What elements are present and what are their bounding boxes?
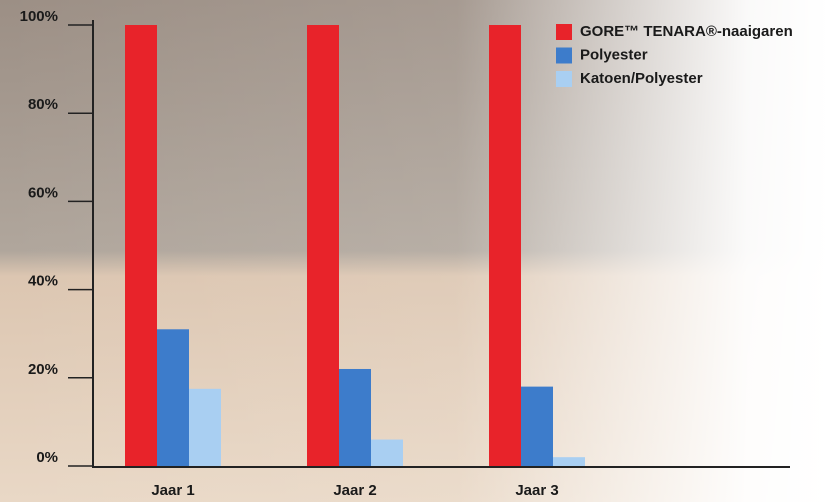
bar <box>339 368 371 466</box>
x-tick-label: Jaar 3 <box>515 482 558 499</box>
legend-swatch <box>556 24 572 40</box>
bar <box>521 386 553 466</box>
bar <box>371 439 403 466</box>
bar <box>125 25 157 466</box>
legend-swatch <box>556 47 572 64</box>
y-tick-label: 40% <box>28 273 58 290</box>
bar <box>307 25 339 466</box>
y-tick-label: 80% <box>28 96 58 113</box>
x-tick-label: Jaar 2 <box>333 482 376 499</box>
bar <box>489 25 521 466</box>
y-tick-label: 100% <box>20 8 58 25</box>
bar <box>189 388 221 466</box>
x-tick-label: Jaar 1 <box>151 482 194 499</box>
bar <box>157 329 189 466</box>
legend-label: GORE™ TENARA®-naaigaren <box>580 23 793 40</box>
legend-label: Katoen/Polyester <box>580 70 703 87</box>
y-tick-label: 60% <box>28 184 58 201</box>
y-tick-label: 0% <box>36 449 58 466</box>
y-tick-label: 20% <box>28 361 58 378</box>
legend-swatch <box>556 71 572 87</box>
legend-label: Polyester <box>580 46 648 63</box>
bar <box>553 457 585 466</box>
